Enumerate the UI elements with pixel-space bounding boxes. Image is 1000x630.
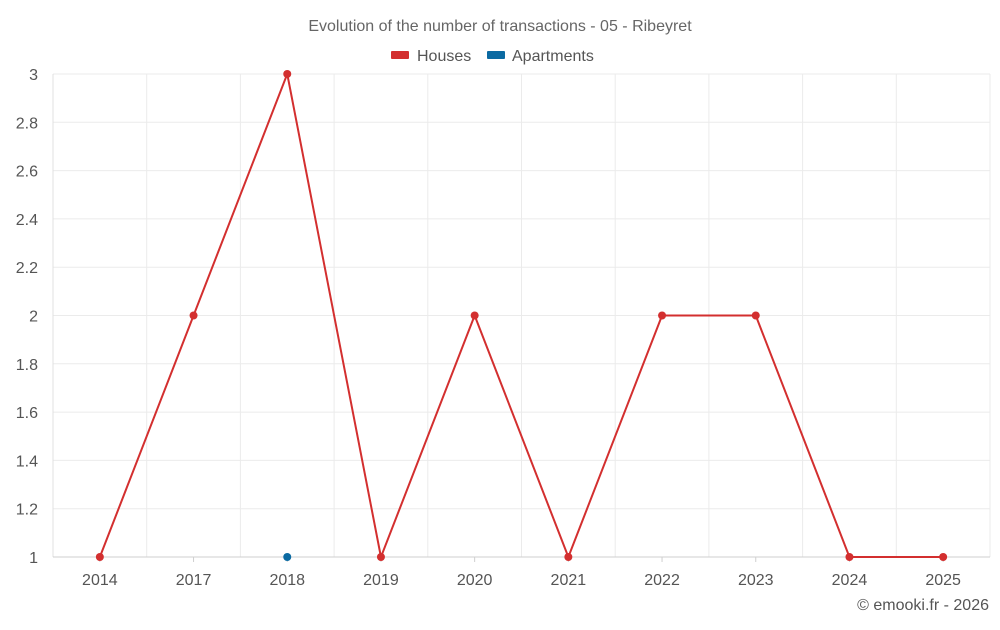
legend-label-apartments: Apartments <box>512 48 594 65</box>
x-tick-label: 2014 <box>82 572 118 589</box>
y-tick-label: 1.4 <box>16 453 38 470</box>
data-point-houses[interactable] <box>283 70 292 78</box>
data-point-houses[interactable] <box>658 311 667 320</box>
y-tick-label: 3 <box>29 67 38 84</box>
x-tick-label: 2025 <box>925 572 961 589</box>
y-tick-label: 1 <box>29 550 38 567</box>
x-axis: 2014 2017 2018 2019 2020 2021 2022 2023 2024 2025 <box>53 556 990 589</box>
data-point-houses[interactable] <box>470 311 479 320</box>
legend-swatch-houses <box>391 51 409 59</box>
data-point-houses[interactable] <box>751 311 760 320</box>
y-tick-label: 2.8 <box>16 115 38 132</box>
x-tick-label: 2022 <box>644 572 680 589</box>
y-tick-label: 2.6 <box>16 164 38 181</box>
series-houses <box>95 70 948 561</box>
y-tick-label: 2 <box>29 309 38 326</box>
x-tick-label: 2021 <box>551 572 587 589</box>
data-point-houses[interactable] <box>95 553 104 561</box>
y-tick-label: 2.4 <box>16 212 38 229</box>
series-apartments <box>283 553 292 561</box>
data-point-houses[interactable] <box>376 553 385 561</box>
x-tick-label: 2024 <box>832 572 868 589</box>
x-tick-label: 2019 <box>363 572 399 589</box>
series-layer <box>95 70 948 561</box>
y-axis: 1 1.2 1.4 1.6 1.8 2 2.2 2.4 2.6 2.8 3 <box>16 67 54 567</box>
data-point-houses[interactable] <box>845 553 854 561</box>
x-tick-label: 2023 <box>738 572 774 589</box>
x-tick-label: 2017 <box>176 572 212 589</box>
data-point-apartments[interactable] <box>283 553 292 561</box>
legend-item-houses[interactable]: Houses <box>391 48 471 65</box>
y-tick-label: 1.6 <box>16 405 38 422</box>
legend-item-apartments[interactable]: Apartments <box>487 48 594 65</box>
y-tick-label: 1.8 <box>16 357 38 374</box>
series-line-houses <box>98 73 944 558</box>
x-tick-label: 2018 <box>269 572 305 589</box>
data-point-houses[interactable] <box>564 553 573 561</box>
y-tick-label: 2.2 <box>16 260 38 277</box>
chart-title: Evolution of the number of transactions … <box>308 18 692 35</box>
data-point-houses[interactable] <box>189 311 198 320</box>
legend-swatch-apartments <box>487 51 505 59</box>
legend-label-houses: Houses <box>417 48 471 65</box>
x-tick-label: 2020 <box>457 572 493 589</box>
y-tick-label: 1.2 <box>16 502 38 519</box>
footer-credit: © emooki.fr - 2026 <box>857 597 989 614</box>
legend: Houses Apartments <box>391 48 594 65</box>
data-point-houses[interactable] <box>939 553 948 561</box>
